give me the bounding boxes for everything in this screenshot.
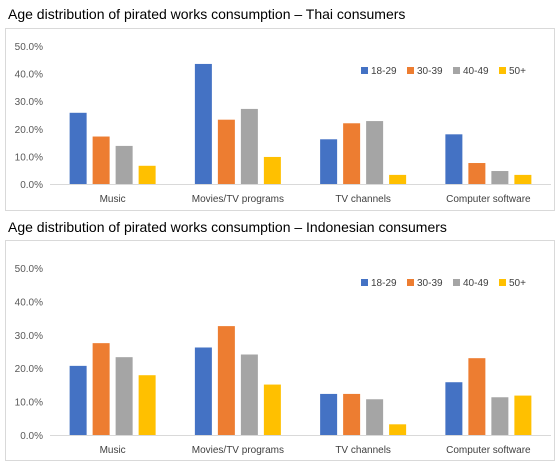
- bar-18-29-thai: [194, 63, 212, 184]
- bar-40-49-indonesian: [115, 357, 133, 435]
- y-tick-label: 40.0%: [15, 70, 43, 81]
- legend-label: 30-39: [417, 278, 443, 289]
- legend-swatch: [453, 67, 460, 74]
- bar-30-39-indonesian: [468, 358, 486, 435]
- x-category-label: Movies/TV programs: [192, 194, 284, 205]
- bar-40-49-thai: [366, 121, 384, 184]
- x-category-label: Computer software: [446, 445, 531, 456]
- bar-50plus-thai: [138, 165, 156, 184]
- chart-panel-indonesian: 0.0% 10.0% 20.0% 30.0% 40.0% 50.0% Music Movies…: [5, 240, 555, 461]
- y-tick-label: 30.0%: [15, 97, 43, 108]
- legend-swatch: [499, 67, 506, 74]
- bar-40-49-thai: [240, 108, 258, 184]
- bar-18-29-thai: [69, 112, 87, 184]
- bar-40-49-indonesian: [366, 399, 384, 435]
- x-category-label: Computer software: [446, 194, 531, 205]
- bar-50plus-indonesian: [514, 395, 532, 435]
- legend-swatch: [361, 279, 368, 286]
- y-tick-label: 50.0%: [15, 264, 43, 275]
- bar-50plus-thai: [514, 174, 532, 184]
- bar-30-39-thai: [92, 136, 110, 184]
- bar-30-39-indonesian: [343, 393, 361, 435]
- bar-18-29-indonesian: [69, 365, 87, 435]
- chart-panel-thai: 0.0% 10.0% 20.0% 30.0% 40.0% 50.0% Music Movies…: [5, 28, 555, 211]
- bar-50plus-thai: [389, 174, 407, 184]
- legend-label: 40-49: [463, 278, 489, 289]
- bar-30-39-thai: [217, 119, 235, 184]
- bar-30-39-thai: [343, 123, 361, 184]
- legend-swatch: [499, 279, 506, 286]
- legend-label: 50+: [509, 66, 526, 77]
- chart-title-indonesian: Age distribution of pirated works consum…: [8, 219, 447, 235]
- bar-18-29-thai: [320, 139, 338, 184]
- bar-50plus-indonesian: [389, 424, 407, 435]
- x-category-label: Music: [100, 194, 126, 205]
- bar-40-49-thai: [115, 145, 133, 184]
- bar-50plus-indonesian: [138, 375, 156, 435]
- bar-18-29-thai: [445, 134, 463, 184]
- x-category-label: Movies/TV programs: [192, 445, 284, 456]
- legend-label: 30-39: [417, 66, 443, 77]
- y-tick-label: 40.0%: [15, 297, 43, 308]
- y-tick-label: 0.0%: [20, 431, 43, 442]
- bar-40-49-thai: [491, 171, 509, 184]
- legend-swatch: [407, 67, 414, 74]
- legend-label: 40-49: [463, 66, 489, 77]
- legend-label: 18-29: [371, 66, 397, 77]
- legend-swatch: [453, 279, 460, 286]
- bar-40-49-indonesian: [240, 354, 258, 435]
- bar-18-29-indonesian: [194, 347, 212, 435]
- x-category-label: Music: [100, 445, 126, 456]
- chart-title-thai: Age distribution of pirated works consum…: [8, 6, 406, 22]
- bar-40-49-indonesian: [491, 397, 509, 435]
- legend-label: 50+: [509, 278, 526, 289]
- y-tick-label: 50.0%: [15, 42, 43, 53]
- y-tick-label: 20.0%: [15, 364, 43, 375]
- bar-chart-indonesian: 0.0% 10.0% 20.0% 30.0% 40.0% 50.0% Music Movies…: [15, 264, 551, 456]
- bar-chart-thai: 0.0% 10.0% 20.0% 30.0% 40.0% 50.0% Music Movies…: [15, 42, 551, 205]
- bar-50plus-indonesian: [263, 384, 281, 435]
- y-tick-label: 30.0%: [15, 331, 43, 342]
- legend-label: 18-29: [371, 278, 397, 289]
- y-tick-label: 0.0%: [20, 180, 43, 191]
- x-category-label: TV channels: [335, 445, 391, 456]
- bar-30-39-indonesian: [217, 326, 235, 435]
- legend-swatch: [361, 67, 368, 74]
- bar-30-39-indonesian: [92, 343, 110, 435]
- bar-50plus-thai: [263, 156, 281, 184]
- bar-18-29-indonesian: [445, 382, 463, 435]
- y-tick-label: 10.0%: [15, 398, 43, 409]
- x-category-label: TV channels: [335, 194, 391, 205]
- bar-30-39-thai: [468, 163, 486, 184]
- legend-swatch: [407, 279, 414, 286]
- y-tick-label: 20.0%: [15, 125, 43, 136]
- y-tick-label: 10.0%: [15, 152, 43, 163]
- bar-18-29-indonesian: [320, 393, 338, 435]
